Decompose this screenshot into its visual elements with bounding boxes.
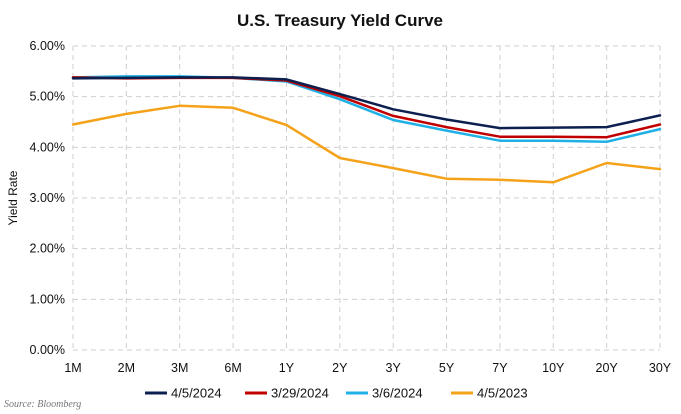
- y-tick-label: 5.00%: [30, 90, 65, 104]
- x-tick-label: 1Y: [279, 361, 295, 375]
- y-tick-label: 1.00%: [30, 292, 65, 306]
- chart-title: U.S. Treasury Yield Curve: [237, 11, 443, 30]
- x-tick-label: 10Y: [542, 361, 565, 375]
- x-tick-label: 2M: [118, 361, 135, 375]
- series-lines: [71, 75, 662, 184]
- x-tick-label: 30Y: [649, 361, 672, 375]
- grid: [72, 45, 661, 351]
- legend-label: 3/6/2024: [372, 386, 423, 401]
- x-tick-label: 6M: [224, 361, 241, 375]
- x-tick-label: 2Y: [332, 361, 348, 375]
- series-line: [71, 76, 662, 130]
- legend-label: 3/29/2024: [271, 386, 329, 401]
- y-tick-label: 4.00%: [30, 140, 65, 154]
- x-tick-label: 7Y: [492, 361, 508, 375]
- legend-label: 4/5/2023: [477, 386, 528, 401]
- y-tick-label: 2.00%: [30, 242, 65, 256]
- source-note: Source: Bloomberg: [4, 399, 81, 410]
- x-tick-label: 3Y: [386, 361, 402, 375]
- y-tick-label: 0.00%: [30, 343, 65, 357]
- legend: 4/5/2024 3/29/2024 3/6/2024 4/5/2023: [145, 386, 528, 401]
- x-tick-label: 3M: [171, 361, 188, 375]
- legend-label: 4/5/2024: [171, 386, 222, 401]
- x-tick-label: 1M: [64, 361, 81, 375]
- y-axis-label: Yield Rate: [6, 170, 20, 225]
- y-tick-label: 3.00%: [30, 191, 65, 205]
- x-tick-label: 20Y: [596, 361, 619, 375]
- y-tick-label: 6.00%: [30, 39, 65, 53]
- y-axis-ticks: 0.00% 1.00% 2.00% 3.00% 4.00% 5.00% 6.00%: [30, 39, 65, 357]
- x-tick-label: 5Y: [439, 361, 455, 375]
- x-axis-ticks: 1M 2M 3M 6M 1Y 2Y 3Y 5Y 7Y 10Y 20Y 30Y: [64, 361, 671, 375]
- series-line: [71, 104, 662, 184]
